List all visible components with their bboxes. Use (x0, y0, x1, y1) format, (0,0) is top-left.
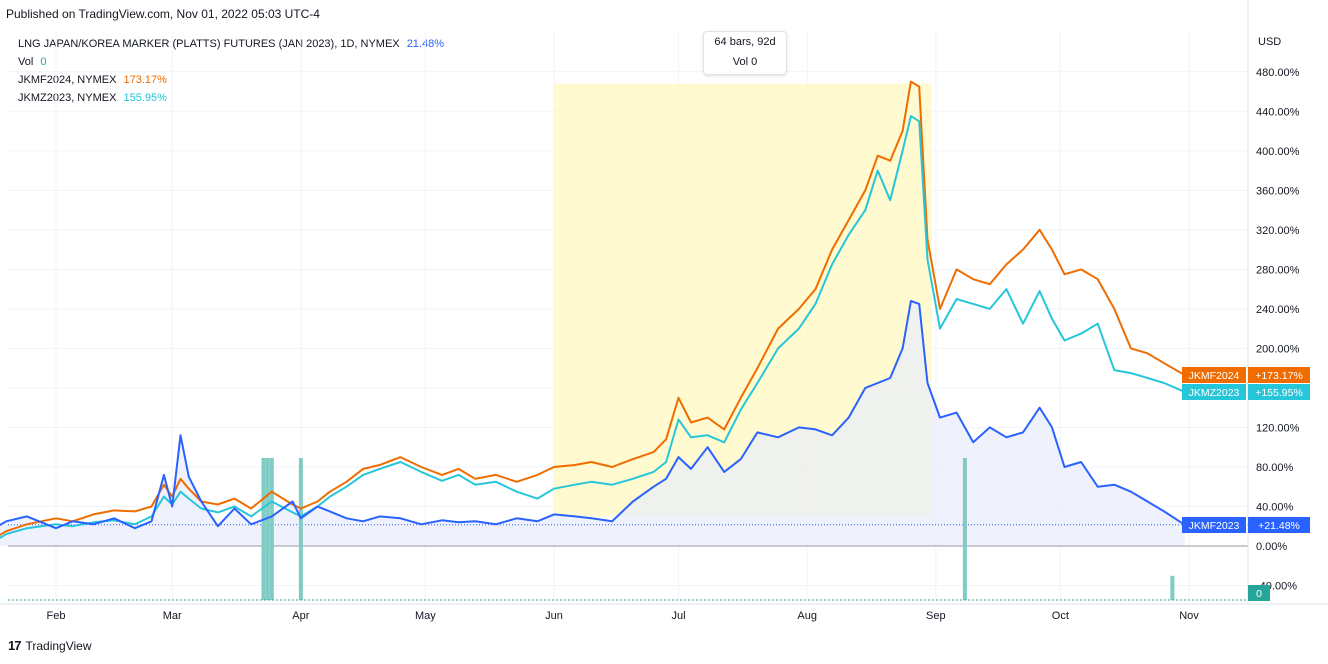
volume-bar (1170, 575, 1175, 600)
jkmz2023-badge-value-box (1248, 384, 1310, 400)
main-badge-label: JKMF2023 (1189, 520, 1240, 532)
chart-legend: LNG JAPAN/KOREA MARKER (PLATTS) FUTURES … (18, 35, 444, 107)
legend-row-jkmz2023[interactable]: JKMZ2023, NYMEX 155.95% (18, 89, 444, 107)
volume-bar (298, 458, 303, 600)
x-tick-label: Jul (671, 610, 685, 622)
x-tick-label: Oct (1052, 610, 1069, 622)
main-badge-label-box (1182, 517, 1246, 533)
y-tick-label: 40.00% (1256, 501, 1294, 513)
jkmz2023-badge-label: JKMZ2023 (1189, 387, 1240, 399)
main-badge-value-box (1248, 517, 1310, 533)
jkmf2024-badge-value-box (1248, 367, 1310, 383)
y-tick-label: 320.00% (1256, 225, 1300, 237)
y-tick-label: 120.00% (1256, 422, 1300, 434)
legend-row-vol[interactable]: Vol 0 (18, 53, 444, 71)
main-badge-value: +21.48% (1258, 520, 1300, 532)
y-tick-label: 0.00% (1256, 541, 1287, 553)
legend-jkmz2023-value: 155.95% (123, 92, 167, 104)
volume-bar (269, 458, 274, 600)
currency-label: USD (1258, 36, 1281, 48)
series-line-0 (0, 80, 1186, 537)
volume-bar (261, 458, 266, 600)
volume-badge-value: 0 (1256, 588, 1262, 600)
tradingview-logo[interactable]: 17 TradingView (8, 638, 92, 653)
series-line-2 (0, 300, 1186, 530)
published-note: Published on TradingView.com, Nov 01, 20… (6, 7, 320, 21)
legend-jkmf2024-name: JKMF2024, NYMEX (18, 74, 117, 86)
legend-main-name: LNG JAPAN/KOREA MARKER (PLATTS) FUTURES … (18, 38, 400, 50)
volume-badge-box (1248, 585, 1270, 601)
range-tooltip: 64 bars, 92d Vol 0 (703, 31, 787, 75)
jkmz2023-badge-label-box (1182, 384, 1246, 400)
y-tick-label: 480.00% (1256, 67, 1300, 79)
x-tick-label: Feb (47, 610, 66, 622)
x-tick-label: Aug (797, 610, 817, 622)
jkmf2024-badge-label-box (1182, 367, 1246, 383)
legend-jkmf2024-value: 173.17% (123, 74, 167, 86)
x-tick-label: Sep (926, 610, 946, 622)
y-tick-label: 200.00% (1256, 343, 1300, 355)
x-tick-label: Apr (292, 610, 309, 622)
tradingview-logo-text: TradingView (25, 638, 92, 653)
legend-vol-value: 0 (40, 56, 47, 68)
tooltip-vol: Vol 0 (732, 56, 758, 68)
y-tick-label: 360.00% (1256, 185, 1300, 197)
y-tick-label: 240.00% (1256, 304, 1300, 316)
tradingview-logo-icon: 17 (8, 638, 22, 653)
legend-jkmz2023-name: JKMZ2023, NYMEX (18, 92, 117, 104)
y-tick-label: 80.00% (1256, 462, 1294, 474)
main-series-area (0, 300, 1185, 546)
legend-vol-name: Vol (18, 56, 34, 68)
jkmf2024-badge-label: JKMF2024 (1189, 370, 1240, 382)
x-tick-label: May (415, 610, 436, 622)
x-tick-label: Mar (163, 610, 182, 622)
legend-row-jkmf2024[interactable]: JKMF2024, NYMEX 173.17% (18, 71, 444, 89)
jkmz2023-badge-value: +155.95% (1255, 387, 1303, 399)
y-tick-label: 280.00% (1256, 264, 1300, 276)
y-tick-label: 400.00% (1256, 146, 1300, 158)
series-line-1 (0, 115, 1186, 539)
y-tick-label: 440.00% (1256, 106, 1300, 118)
volume-bar (265, 458, 270, 600)
published-text: Published on TradingView.com, Nov 01, 20… (6, 7, 320, 21)
x-tick-label: Jun (545, 610, 563, 622)
x-tick-label: Nov (1179, 610, 1199, 622)
volume-bar (962, 458, 967, 600)
jkmf2024-badge-value: +173.17% (1255, 370, 1303, 382)
tooltip-bars: 64 bars, 92d (714, 36, 776, 48)
